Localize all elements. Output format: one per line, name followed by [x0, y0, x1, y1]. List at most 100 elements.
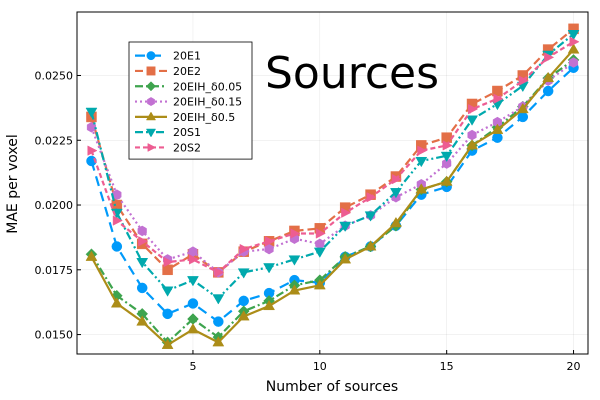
data-point	[264, 243, 274, 255]
data-point	[290, 228, 301, 239]
data-point	[440, 175, 453, 186]
data-point	[467, 129, 477, 141]
y-tick-label: 0.0175	[35, 264, 74, 277]
data-point	[161, 286, 174, 297]
legend-item: 20E2	[135, 65, 201, 78]
legend-marker	[146, 51, 156, 61]
data-point	[111, 241, 123, 252]
x-axis-label: Number of sources	[266, 379, 398, 395]
series-layer	[85, 23, 580, 349]
y-tick-label: 0.0225	[35, 134, 74, 147]
data-point	[162, 308, 173, 320]
y-tick-label: 0.0150	[35, 329, 74, 342]
data-point	[137, 225, 147, 237]
y-tick-label: 0.0250	[35, 69, 74, 82]
legend-marker	[146, 81, 156, 92]
series-line	[90, 59, 575, 344]
legend-item: 20E1	[135, 50, 201, 63]
x-tick-label: 20	[567, 360, 581, 373]
data-point	[341, 207, 352, 218]
data-point	[389, 188, 402, 199]
data-point	[466, 139, 478, 150]
x-tick-label: 10	[313, 360, 327, 373]
data-point	[238, 295, 249, 307]
data-point	[415, 156, 428, 168]
data-point	[263, 263, 276, 274]
data-point	[288, 284, 301, 295]
y-tick-label: 0.0200	[35, 199, 74, 212]
legend-marker	[147, 97, 155, 107]
data-point	[339, 221, 352, 232]
data-point	[110, 297, 123, 308]
data-point	[163, 256, 174, 268]
data-point	[86, 122, 97, 133]
data-point	[492, 132, 503, 143]
series-5	[85, 43, 580, 349]
data-point	[569, 36, 580, 47]
data-point	[136, 282, 148, 294]
series-7	[87, 36, 580, 278]
chart-title: Sources	[265, 48, 439, 99]
legend-item: 20EIH_δ0.5	[135, 111, 235, 124]
data-point	[339, 253, 352, 264]
data-point	[214, 267, 225, 278]
plot-frame	[76, 11, 589, 355]
legend-item: 20EIH_δ0.15	[135, 96, 242, 109]
data-point	[516, 102, 529, 114]
legend-marker	[145, 128, 157, 138]
series-6	[85, 30, 580, 305]
series-line	[90, 33, 575, 300]
data-point	[213, 316, 224, 327]
data-point	[288, 255, 301, 266]
data-point	[567, 30, 580, 41]
data-point	[138, 236, 149, 247]
data-point	[442, 158, 452, 169]
data-point	[440, 151, 453, 163]
legend-label: 20E1	[173, 50, 201, 63]
x-tick-label: 5	[189, 360, 196, 373]
series-line	[90, 61, 575, 274]
data-point	[212, 294, 225, 305]
legend-item: 20EIH_δ0.05	[135, 80, 242, 93]
data-point	[518, 75, 529, 86]
y-axis-label: MAE per voxel	[5, 134, 21, 233]
data-point	[568, 57, 579, 68]
data-point	[366, 192, 377, 203]
x-tick-label: 15	[440, 360, 454, 373]
data-point	[161, 338, 174, 349]
series-line	[90, 27, 575, 274]
data-point	[85, 107, 98, 118]
data-point	[491, 123, 504, 134]
data-point	[567, 43, 580, 54]
axis-ticks: 5 10 15 20 0.0150 0.0175 0.0200 0.0225 0.0250	[35, 69, 581, 373]
data-point	[315, 228, 326, 239]
legend-marker	[147, 143, 157, 152]
data-point	[391, 173, 402, 185]
data-point	[136, 258, 149, 269]
data-point	[544, 52, 555, 63]
legend-item: 20S1	[135, 126, 201, 139]
data-point	[85, 250, 98, 261]
data-point	[542, 71, 555, 83]
data-point	[265, 236, 276, 247]
data-point	[187, 298, 199, 309]
data-point	[466, 115, 478, 126]
data-point	[417, 145, 428, 156]
data-point	[136, 315, 149, 326]
data-point	[364, 240, 377, 251]
data-point	[263, 299, 276, 311]
legend-label: 20EIH_δ0.15	[173, 96, 242, 109]
legend-marker	[145, 111, 157, 121]
data-point	[87, 145, 98, 156]
data-point	[112, 189, 122, 200]
data-point	[468, 103, 479, 115]
legend-label: 20S2	[173, 141, 201, 154]
data-point	[187, 323, 199, 334]
legend-label: 20EIH_δ0.05	[173, 80, 242, 93]
data-point	[389, 216, 402, 228]
data-point	[239, 243, 250, 255]
legend-marker	[146, 66, 156, 76]
data-point	[188, 254, 199, 265]
